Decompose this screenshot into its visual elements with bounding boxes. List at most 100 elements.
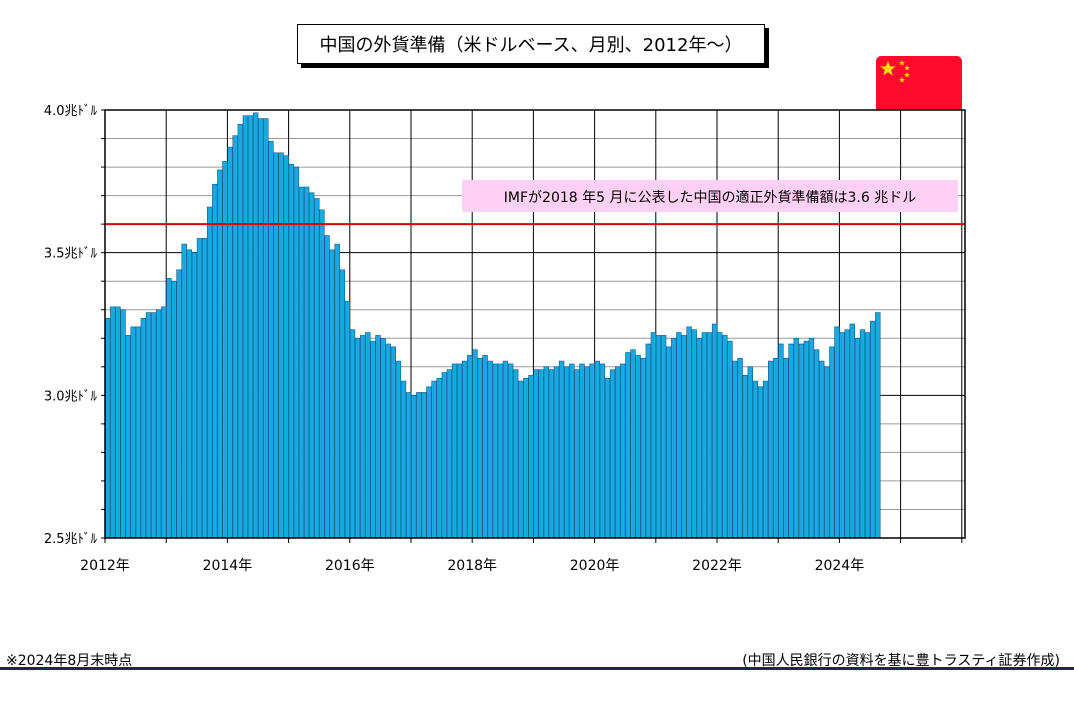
y-tick-label: 4.0兆ﾄﾞﾙ (44, 104, 98, 119)
bar (538, 369, 544, 539)
bar (166, 278, 172, 539)
bar (446, 369, 453, 539)
bar (273, 152, 279, 539)
bottom-rule (0, 667, 1074, 670)
bar (824, 366, 830, 539)
bar (436, 377, 442, 539)
bar (263, 118, 269, 539)
bar (579, 363, 585, 539)
bar (191, 252, 198, 539)
bar (482, 355, 488, 539)
x-tick-label: 2012年 (80, 558, 130, 574)
bar (864, 332, 871, 539)
bar (691, 329, 697, 539)
x-tick-label: 2018年 (447, 558, 497, 574)
bar (268, 141, 274, 539)
bar (385, 343, 391, 539)
bar (507, 363, 514, 539)
y-tick-label: 3.5兆ﾄﾞﾙ (44, 247, 98, 262)
bar (135, 326, 141, 539)
bar (665, 346, 672, 539)
bar (308, 192, 315, 539)
bar (752, 380, 759, 539)
bar (543, 366, 550, 539)
bar (722, 335, 728, 539)
bar (390, 346, 396, 539)
bar (110, 306, 116, 539)
bar (242, 115, 249, 539)
bar (604, 377, 611, 539)
bar (380, 337, 386, 539)
bar (497, 363, 504, 539)
bar (140, 317, 147, 539)
bar (105, 317, 111, 539)
bar (757, 386, 764, 539)
bar (186, 249, 192, 539)
bar (441, 372, 447, 539)
bar (467, 355, 473, 539)
bar (655, 335, 662, 539)
bar (609, 369, 616, 539)
bar (650, 332, 657, 539)
bar (416, 392, 422, 539)
annotation-text: IMFが2018 年5 月に公表した中国の適正外貨準備額は3.6 兆ドル (504, 189, 916, 206)
bar (553, 366, 560, 539)
bar (635, 355, 641, 539)
bar (324, 235, 330, 539)
bar (196, 238, 203, 539)
bar (594, 360, 601, 539)
bar (339, 269, 345, 539)
bar (334, 243, 340, 539)
bar (681, 335, 687, 539)
bar (278, 152, 284, 539)
bar (303, 186, 310, 539)
bar (742, 375, 748, 539)
bar (400, 380, 407, 539)
y-tick-label: 2.5兆ﾄﾞﾙ (44, 532, 98, 547)
bar (349, 329, 356, 539)
bar (247, 115, 254, 539)
bar (671, 337, 677, 539)
x-tick-label: 2024年 (815, 558, 865, 574)
bar (834, 326, 840, 539)
bar (395, 360, 402, 539)
bar (421, 392, 427, 539)
bar (405, 392, 412, 539)
bar (849, 323, 856, 539)
bar (410, 395, 417, 539)
bar (359, 335, 366, 539)
bar (523, 377, 529, 539)
bar (558, 360, 565, 539)
bar (706, 332, 713, 539)
bar (716, 332, 723, 539)
bar (477, 357, 483, 539)
source-note: (中国人民銀行の資料を基に豊トラスティ証券作成) (742, 653, 1060, 669)
y-tick-label: 3.0兆ﾄﾞﾙ (44, 389, 98, 404)
bar (528, 375, 534, 539)
bar (156, 309, 162, 539)
x-tick-label: 2016年 (325, 558, 375, 574)
bar (788, 343, 794, 539)
bar (232, 135, 238, 539)
bar (288, 163, 294, 539)
bar (676, 332, 682, 539)
bar (492, 363, 498, 539)
bar (844, 329, 850, 539)
bar (298, 186, 305, 539)
bar (798, 343, 805, 539)
bar (171, 280, 177, 539)
bar (625, 352, 631, 539)
bar (181, 243, 187, 539)
bar (237, 123, 243, 539)
bar (145, 312, 152, 539)
flag-stars-icon (880, 60, 910, 83)
x-tick-label: 2022年 (692, 558, 742, 574)
bar (130, 326, 136, 539)
bar (472, 349, 478, 539)
bar (375, 335, 381, 539)
bar (803, 340, 810, 539)
bar (854, 337, 861, 539)
bar (370, 340, 376, 539)
bar (487, 360, 493, 539)
bar (574, 369, 580, 539)
